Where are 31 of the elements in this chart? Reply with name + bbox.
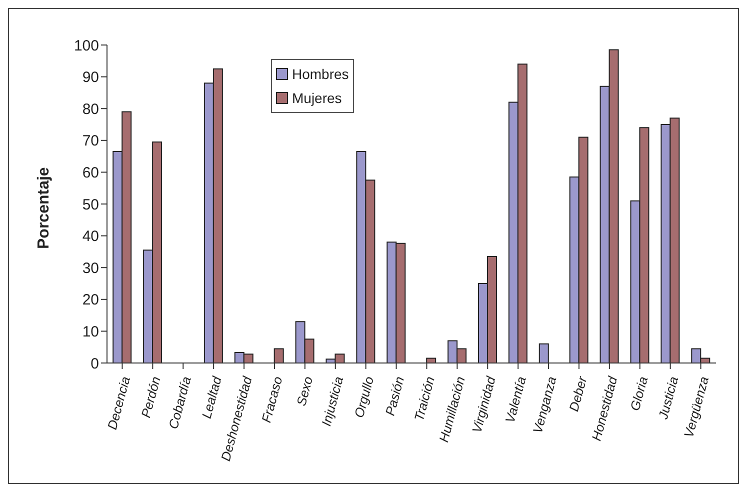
- bar: [538, 343, 549, 363]
- y-tick-label: 30: [82, 260, 99, 277]
- x-tick-label: Perdón: [138, 374, 164, 420]
- y-tick-label: 40: [82, 228, 99, 246]
- x-tick-label: Lealtad: [198, 374, 225, 420]
- y-tick-label: 10: [82, 324, 99, 341]
- x-tick-label: Injusticia: [318, 374, 346, 428]
- y-tick-label: 20: [82, 292, 99, 309]
- x-tick-label: Sexo: [294, 374, 316, 408]
- x-tick-label: Cobardía: [166, 374, 194, 430]
- x-tick-label: Deber: [566, 374, 590, 414]
- bar: [274, 348, 284, 363]
- y-tick-label: 80: [82, 100, 99, 118]
- x-tick-label: Justicia: [655, 374, 682, 422]
- x-tick-label: Orgullo: [351, 374, 377, 420]
- y-tick-label: 100: [74, 37, 99, 54]
- x-tick-label: Fracaso: [258, 374, 286, 424]
- x-tick-label: Decencia: [104, 374, 133, 432]
- bar: [426, 358, 436, 363]
- legend-label: Hombres: [291, 65, 349, 84]
- y-tick-label: 50: [82, 196, 99, 214]
- x-tick-label: Traición: [411, 374, 438, 423]
- x-tick-label: Valentía: [502, 374, 529, 424]
- x-tick-label: Gloria: [627, 374, 651, 412]
- y-tick-label: 70: [82, 132, 99, 150]
- legend-label: Mujeres: [291, 89, 343, 108]
- y-tick-label: 0: [90, 355, 99, 372]
- y-tick-label: 90: [82, 69, 99, 86]
- y-axis-title: Porcentaje: [36, 167, 53, 249]
- y-tick-label: 60: [82, 164, 99, 182]
- x-tick-label: Pasión: [382, 374, 408, 418]
